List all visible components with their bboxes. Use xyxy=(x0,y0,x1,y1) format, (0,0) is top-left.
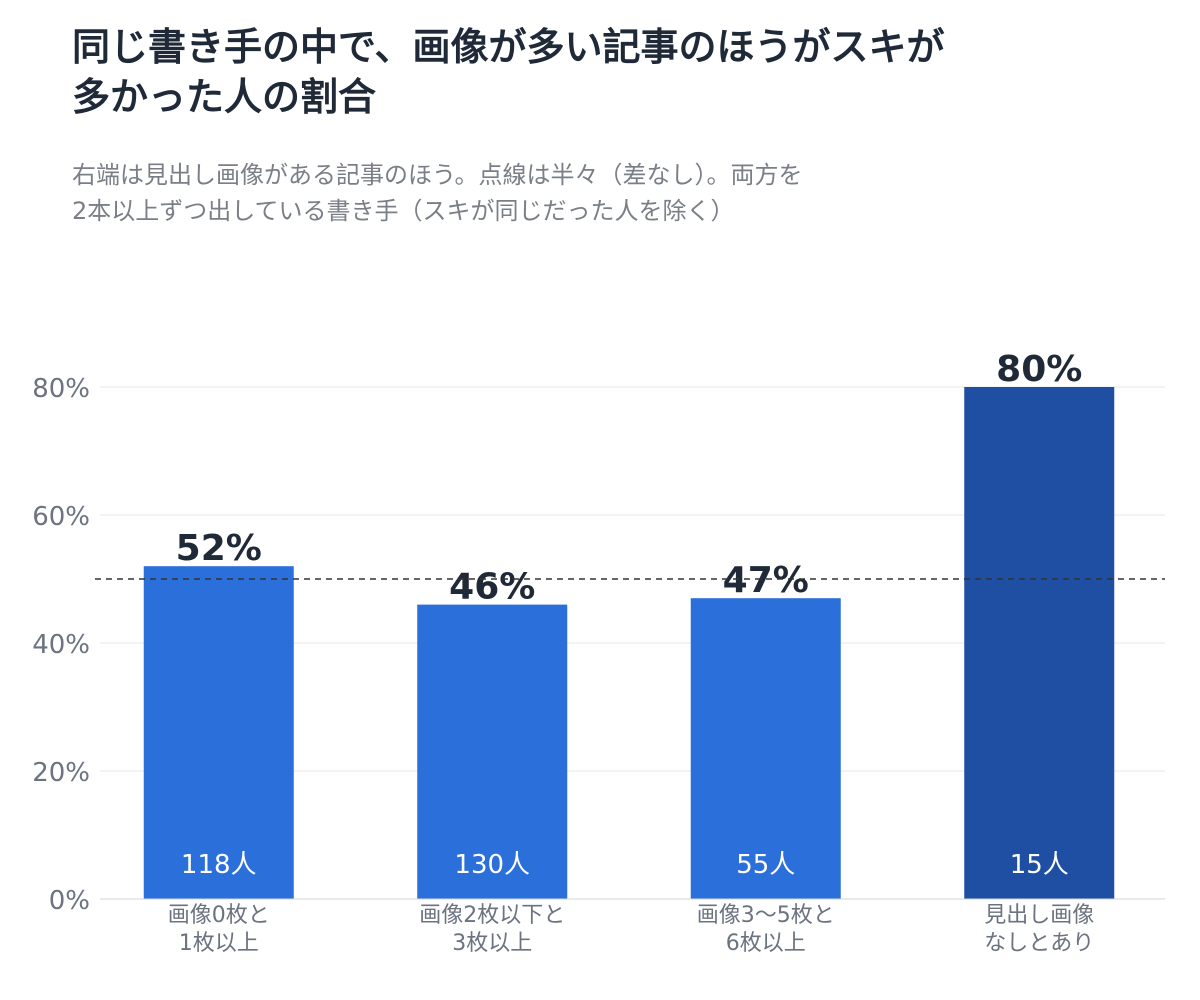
subtitle-line-2: 2本以上ずつ出している書き手（スキが同じだった人を除く） xyxy=(72,197,735,225)
x-tick-label: なしとあり xyxy=(984,931,1094,956)
bar-count-label: 118人 xyxy=(181,850,257,880)
chart-title: 同じ書き手の中で、画像が多い記事のほうがスキが 多かった人の割合 xyxy=(72,22,1132,122)
bar-value-label: 47% xyxy=(723,560,809,601)
bar xyxy=(964,387,1115,899)
x-tick-label: 見出し画像 xyxy=(984,903,1094,928)
bar xyxy=(417,604,568,899)
bar-count-label: 55人 xyxy=(736,850,795,880)
chart-subtitle: 右端は見出し画像がある記事のほう。点線は半々（差なし）。両方を 2本以上ずつ出し… xyxy=(72,157,1032,229)
title-line-1: 同じ書き手の中で、画像が多い記事のほうがスキが xyxy=(72,25,945,69)
x-tick-label: 1枚以上 xyxy=(179,931,259,956)
x-tick-label: 画像3〜5枚と xyxy=(697,903,835,928)
title-line-2: 多かった人の割合 xyxy=(72,75,377,119)
x-tick-label: 画像0枚と xyxy=(168,903,270,928)
y-tick-label: 20% xyxy=(32,758,90,788)
bar xyxy=(690,598,841,899)
y-tick-label: 60% xyxy=(32,502,90,532)
bar-count-label: 15人 xyxy=(1010,850,1069,880)
bar-value-label: 52% xyxy=(176,528,262,569)
y-tick-label: 0% xyxy=(49,886,90,916)
bar-value-label: 46% xyxy=(449,567,535,608)
x-tick-label: 画像2枚以下と xyxy=(419,903,565,928)
bar xyxy=(143,566,294,899)
bar-value-label: 80% xyxy=(996,349,1082,390)
x-tick-label: 3枚以上 xyxy=(452,931,532,956)
y-tick-label: 80% xyxy=(32,374,90,404)
y-tick-label: 40% xyxy=(32,630,90,660)
subtitle-line-1: 右端は見出し画像がある記事のほう。点線は半々（差なし）。両方を xyxy=(72,161,803,189)
x-tick-label: 6枚以上 xyxy=(726,931,806,956)
bar-count-label: 130人 xyxy=(454,850,530,880)
